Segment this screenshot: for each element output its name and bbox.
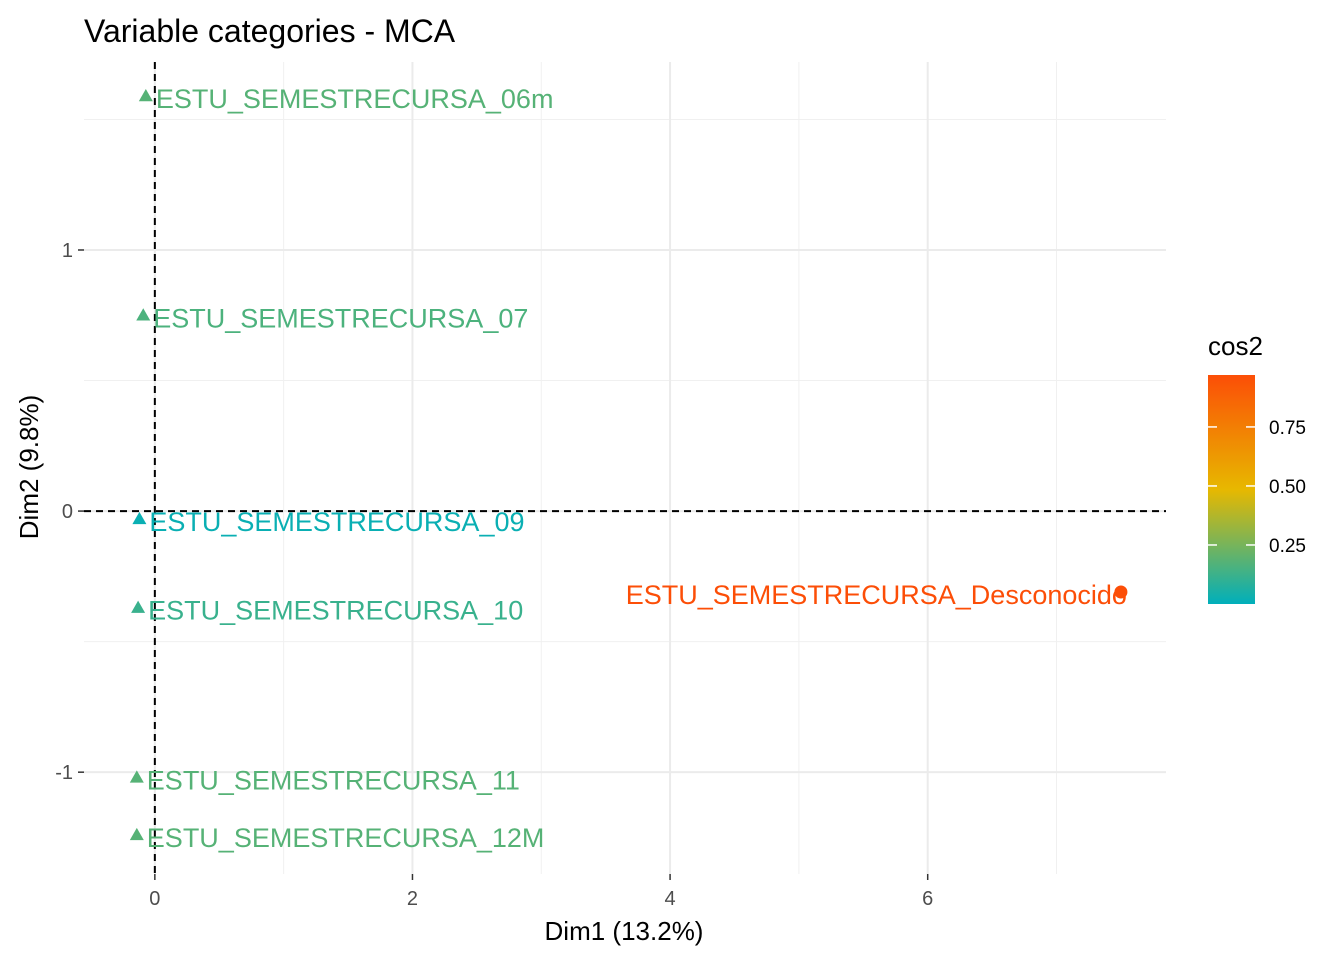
y-axis-title: Dim2 (9.8%)	[14, 395, 44, 539]
y-tick-label: 0	[62, 501, 73, 523]
point-marker-triangle	[132, 511, 147, 525]
data-points	[129, 88, 1128, 841]
point-label: ESTU_SEMESTRECURSA_10	[148, 596, 523, 626]
x-tick-label: 4	[665, 888, 676, 910]
legend-ticks: 0.25 0.50 0.75	[1208, 418, 1306, 557]
point-label: ESTU_SEMESTRECURSA_09	[149, 507, 524, 537]
point-label: ESTU_SEMESTRECURSA_12M	[147, 823, 545, 853]
y-tick-label: -1	[55, 762, 73, 784]
legend: cos2 0.25 0.50 0.75	[1208, 331, 1306, 604]
chart-title: Variable categories - MCA	[84, 13, 456, 49]
point-marker-triangle	[138, 88, 153, 102]
color-scale-bar	[1208, 375, 1255, 604]
x-axis-title: Dim1 (13.2%)	[545, 916, 704, 946]
point-label: ESTU_SEMESTRECURSA_07	[153, 303, 528, 333]
reference-lines	[84, 62, 1166, 874]
legend-tick-label: 0.75	[1269, 418, 1306, 439]
x-tick-label: 0	[149, 888, 160, 910]
point-label: ESTU_SEMESTRECURSA_11	[147, 765, 520, 795]
point-marker-circle	[1114, 585, 1128, 599]
point-marker-triangle	[131, 600, 146, 613]
point-marker-triangle	[129, 770, 144, 783]
legend-tick-label: 0.25	[1269, 536, 1306, 557]
legend-tick-label: 0.50	[1269, 477, 1306, 498]
legend-title: cos2	[1208, 331, 1263, 361]
x-tick-label: 2	[407, 888, 418, 910]
y-tick-label: 1	[62, 240, 73, 262]
axes: 0 2 4 6 -1 0 1	[55, 240, 933, 910]
point-marker-triangle	[129, 827, 144, 841]
point-label: ESTU_SEMESTRECURSA_Desconocido	[626, 580, 1127, 610]
point-label: ESTU_SEMESTRECURSA_06m	[156, 84, 554, 114]
point-marker-triangle	[136, 308, 151, 321]
point-labels: ESTU_SEMESTRECURSA_06m ESTU_SEMESTRECURSA…	[147, 84, 1127, 853]
gridlines	[84, 62, 1166, 874]
x-tick-label: 6	[922, 888, 933, 910]
